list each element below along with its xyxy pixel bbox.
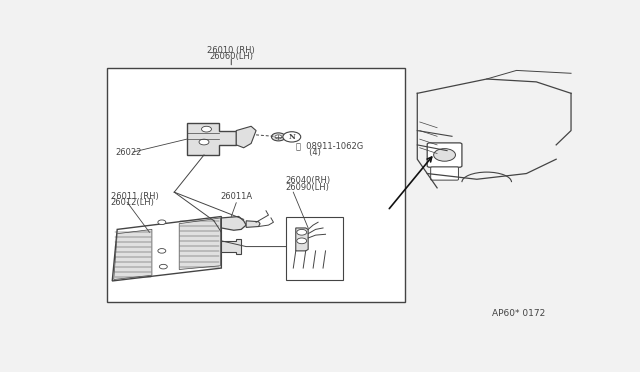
Text: 26010 (RH): 26010 (RH)	[207, 46, 255, 55]
Polygon shape	[179, 218, 220, 269]
Bar	[108, 68, 405, 302]
Polygon shape	[114, 230, 152, 279]
Circle shape	[158, 220, 166, 225]
Text: (4): (4)	[296, 148, 321, 157]
Circle shape	[271, 133, 285, 141]
Text: 26011 (RH): 26011 (RH)	[111, 192, 159, 201]
Circle shape	[434, 149, 456, 161]
Polygon shape	[112, 217, 221, 281]
Text: 26012(LH): 26012(LH)	[111, 198, 155, 207]
Circle shape	[283, 132, 301, 142]
Polygon shape	[296, 228, 308, 251]
Polygon shape	[221, 240, 241, 254]
Polygon shape	[221, 217, 246, 230]
Circle shape	[158, 248, 166, 253]
Circle shape	[202, 126, 211, 132]
Circle shape	[159, 264, 167, 269]
Text: 26022: 26022	[116, 148, 142, 157]
Circle shape	[297, 238, 307, 244]
Text: 26040(RH): 26040(RH)	[286, 176, 331, 185]
Text: N: N	[289, 133, 295, 141]
Polygon shape	[246, 221, 260, 227]
Text: AP60* 0172: AP60* 0172	[492, 309, 545, 318]
Text: 26090(LH): 26090(LH)	[286, 183, 330, 192]
Circle shape	[297, 230, 307, 235]
Text: ⓝ  08911-1062G: ⓝ 08911-1062G	[296, 142, 363, 151]
Bar	[286, 217, 343, 279]
Text: 26011A: 26011A	[220, 192, 252, 201]
Polygon shape	[236, 126, 256, 148]
Text: 26060(LH): 26060(LH)	[209, 52, 253, 61]
Circle shape	[275, 135, 282, 139]
Polygon shape	[187, 124, 236, 155]
Circle shape	[199, 139, 209, 145]
FancyBboxPatch shape	[428, 143, 462, 167]
FancyBboxPatch shape	[431, 167, 458, 180]
